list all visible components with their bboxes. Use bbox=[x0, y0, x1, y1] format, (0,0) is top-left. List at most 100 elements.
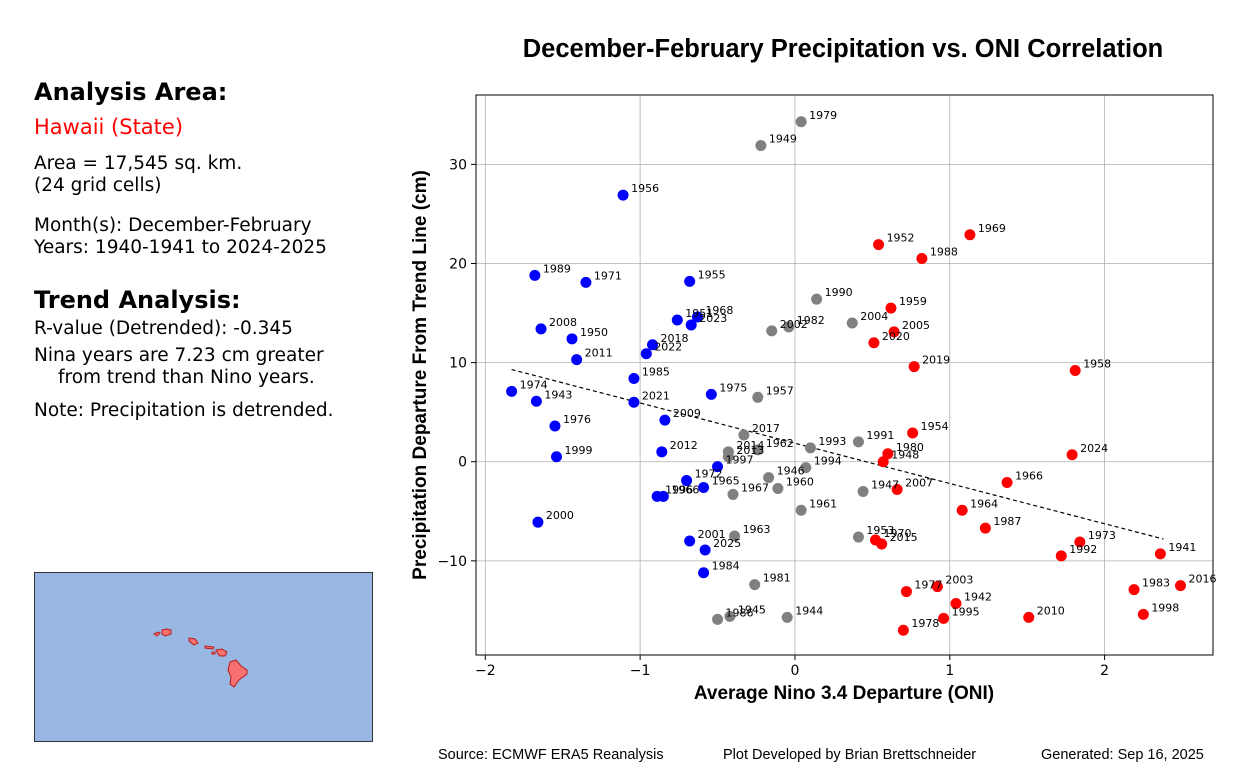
data-point-1953 bbox=[852, 531, 864, 543]
point-label-1990: 1990 bbox=[825, 286, 853, 299]
point-label-1951: 1951 bbox=[685, 307, 713, 320]
hawaii-locator-map bbox=[34, 572, 373, 742]
data-point-2018 bbox=[647, 339, 659, 351]
point-label-1955: 1955 bbox=[698, 268, 726, 281]
point-label-1959: 1959 bbox=[899, 295, 927, 308]
point-label-1960: 1960 bbox=[786, 475, 814, 488]
data-point-1952 bbox=[873, 239, 885, 251]
y-axis-ticks: −10 0 10 20 30 bbox=[437, 157, 476, 570]
trend-line-group bbox=[511, 368, 1164, 540]
point-label-1994: 1994 bbox=[814, 455, 842, 468]
data-point-1975 bbox=[705, 388, 717, 400]
data-point-1954 bbox=[907, 427, 919, 439]
data-point-1998 bbox=[1137, 608, 1149, 620]
y-tick-label: 30 bbox=[449, 157, 467, 173]
point-label-1967: 1967 bbox=[741, 481, 769, 494]
x-tick-label: 2 bbox=[1100, 663, 1109, 679]
point-label-2003: 2003 bbox=[945, 574, 973, 587]
data-point-2019 bbox=[908, 361, 920, 373]
data-point-2010 bbox=[1023, 611, 1035, 623]
years-text: Years: 1940-1941 to 2024-2025 bbox=[34, 237, 327, 258]
point-label-1969: 1969 bbox=[978, 222, 1006, 235]
point-label-2009: 2009 bbox=[673, 407, 701, 420]
point-label-1953: 1953 bbox=[866, 524, 894, 537]
months-text: Month(s): December-February bbox=[34, 215, 312, 236]
data-point-1986 bbox=[712, 613, 724, 625]
data-point-1980 bbox=[882, 448, 894, 460]
data-point-1946 bbox=[763, 472, 775, 484]
nina-nino-text-line1: Nina years are 7.23 cm greater bbox=[34, 345, 324, 366]
data-point-2012 bbox=[656, 446, 668, 458]
point-label-2013: 2013 bbox=[736, 444, 764, 457]
data-point-1982 bbox=[783, 321, 795, 333]
data-point-1942 bbox=[950, 597, 962, 609]
data-point-1945 bbox=[724, 610, 736, 622]
detrend-note: Note: Precipitation is detrended. bbox=[34, 400, 334, 421]
point-label-1976: 1976 bbox=[563, 413, 591, 426]
footer-developer: Plot Developed by Brian Brettschneider bbox=[723, 747, 977, 763]
data-point-1989 bbox=[529, 269, 541, 281]
x-tick-label: −1 bbox=[630, 663, 651, 679]
point-label-2001: 2001 bbox=[698, 528, 726, 541]
data-point-2023 bbox=[685, 319, 697, 331]
point-label-1975: 1975 bbox=[719, 381, 747, 394]
data-point-1994 bbox=[800, 462, 812, 474]
data-point-1951 bbox=[671, 314, 683, 326]
island-molokai bbox=[204, 645, 215, 650]
point-label-2025: 2025 bbox=[713, 537, 741, 550]
data-point-1943 bbox=[530, 395, 542, 407]
data-point-1957 bbox=[752, 391, 764, 403]
point-label-1982: 1982 bbox=[797, 314, 825, 327]
data-point-1987 bbox=[979, 522, 991, 534]
point-label-2004: 2004 bbox=[860, 310, 888, 323]
data-point-1948 bbox=[877, 456, 889, 468]
point-label-1966: 1966 bbox=[1015, 470, 1043, 483]
data-point-1966 bbox=[1001, 477, 1013, 489]
point-label-1987: 1987 bbox=[993, 515, 1021, 528]
data-point-2002 bbox=[766, 325, 778, 337]
y-tick-label: 10 bbox=[449, 356, 467, 372]
footer-generated: Generated: Sep 16, 2025 bbox=[1041, 747, 1204, 763]
data-point-1976 bbox=[549, 420, 561, 432]
data-point-1971 bbox=[580, 276, 592, 288]
data-point-2021 bbox=[628, 396, 640, 408]
point-label-1992: 1992 bbox=[1069, 543, 1097, 556]
data-point-2000 bbox=[532, 516, 544, 528]
point-label-2012: 2012 bbox=[670, 439, 698, 452]
grid-cells-text: (24 grid cells) bbox=[34, 175, 162, 196]
point-label-2016: 2016 bbox=[1188, 573, 1216, 586]
point-label-1999: 1999 bbox=[565, 444, 593, 457]
point-label-1991: 1991 bbox=[866, 429, 894, 442]
point-label-1971: 1971 bbox=[594, 269, 622, 282]
island-lanai bbox=[211, 651, 216, 655]
point-label-1964: 1964 bbox=[970, 497, 998, 510]
data-point-2007 bbox=[891, 483, 903, 495]
point-label-2024: 2024 bbox=[1080, 442, 1108, 455]
island-kauai bbox=[161, 628, 172, 637]
island-big-island bbox=[227, 659, 248, 688]
data-point-2009 bbox=[659, 414, 671, 426]
point-label-1954: 1954 bbox=[921, 420, 949, 433]
point-label-2019: 2019 bbox=[922, 354, 950, 367]
grid-lines bbox=[476, 95, 1213, 655]
region-name: Hawaii (State) bbox=[34, 115, 184, 139]
point-label-2018: 2018 bbox=[661, 332, 689, 345]
y-axis-label: Precipitation Departure From Trend Line … bbox=[410, 170, 431, 580]
point-label-1996: 1996 bbox=[665, 483, 693, 496]
data-point-1950 bbox=[566, 333, 578, 345]
point-label-1972: 1972 bbox=[695, 468, 723, 481]
data-point-1965 bbox=[698, 481, 710, 493]
data-point-1991 bbox=[852, 436, 864, 448]
data-point-1947 bbox=[857, 485, 869, 497]
point-label-1948: 1948 bbox=[891, 449, 919, 462]
point-label-1977: 1977 bbox=[914, 579, 942, 592]
data-points bbox=[506, 116, 1186, 636]
data-point-2017 bbox=[738, 429, 750, 441]
data-point-1959 bbox=[885, 302, 897, 314]
x-tick-label: 0 bbox=[790, 663, 799, 679]
data-point-1992 bbox=[1055, 550, 1067, 562]
r-value-text: R-value (Detrended): -0.345 bbox=[34, 318, 293, 339]
point-label-1957: 1957 bbox=[766, 384, 794, 397]
data-point-1990 bbox=[811, 293, 823, 305]
nina-nino-text-line2: from trend than Nino years. bbox=[58, 367, 315, 388]
